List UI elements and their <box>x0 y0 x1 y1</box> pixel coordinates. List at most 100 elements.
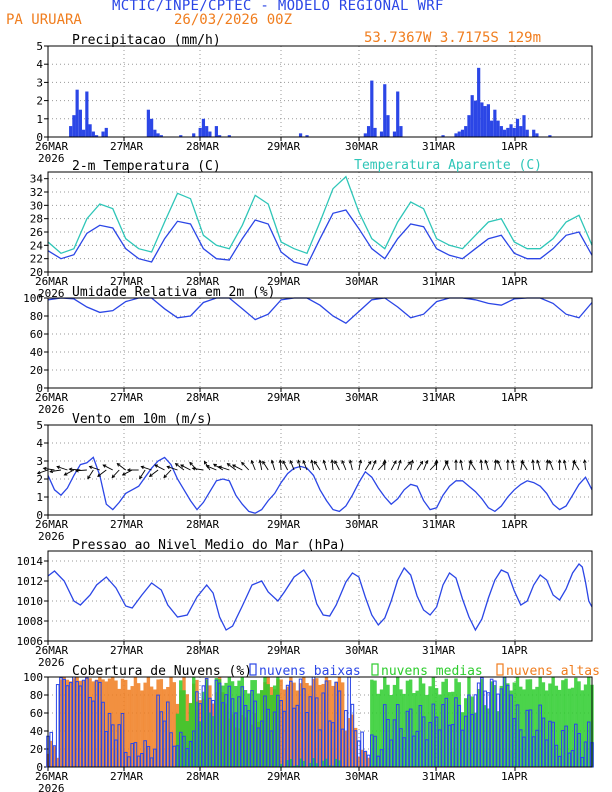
wind-arrow-head <box>341 459 345 464</box>
x-tick-label: 29MAR <box>267 275 300 288</box>
wind-arrow-head <box>163 474 167 479</box>
cloud-bar-mid <box>272 685 277 767</box>
cloud-bar-mid <box>188 703 193 767</box>
wind-arrow <box>251 460 256 471</box>
x-tick-label: 31MAR <box>422 140 455 153</box>
wind-arrow <box>232 464 243 471</box>
legend-label-0: nuvens baixas <box>259 664 361 679</box>
cloud-bar-mid <box>434 688 439 767</box>
cloud-bar-mid <box>182 690 186 767</box>
x-tick-label: 29MAR <box>267 770 300 783</box>
wind-arrow-head <box>63 472 68 476</box>
series-line-temp-1 <box>47 175 593 255</box>
cloud-bar-mid <box>493 685 497 767</box>
cloud-bar-high <box>68 681 73 767</box>
wind-arrow-head <box>511 459 515 464</box>
cloud-bar-mid <box>175 713 180 767</box>
panel-title: Pressao ao Nivel Medio do Mar (hPa) <box>72 538 346 553</box>
cloud-bar-high <box>81 680 86 767</box>
wind-arrow <box>349 460 353 471</box>
precip-bar <box>159 135 163 137</box>
wind-arrow <box>390 460 397 471</box>
cloud-bar-mid <box>421 683 426 767</box>
cloud-bar-mid <box>263 677 267 767</box>
cloud-bar-high <box>153 689 157 767</box>
cloud-bar-high <box>366 757 371 767</box>
cloud-bar-mid <box>201 691 206 767</box>
cloud-bar-high <box>156 679 160 767</box>
cloud-bar-mid <box>298 758 303 767</box>
x-tick-label: 28MAR <box>186 518 219 531</box>
cloud-bar-high <box>133 677 138 767</box>
cloud-bar-mid <box>483 705 487 767</box>
cloud-bar-mid <box>580 690 584 767</box>
cloud-bar-high <box>305 683 309 767</box>
x-year-label: 2026 <box>38 152 65 165</box>
x-tick-label: 31MAR <box>422 391 455 404</box>
cloud-bar-high <box>143 682 147 767</box>
wind-arrow <box>175 463 185 471</box>
series-line-wind-0 <box>47 456 593 514</box>
wind-arrow <box>323 460 327 471</box>
y-tick-label: 60 <box>30 707 43 720</box>
cloud-bar-mid <box>431 677 436 767</box>
cloud-bar-mid <box>217 679 222 767</box>
wind-arrow <box>460 460 463 471</box>
wind-arrow-head <box>36 470 41 475</box>
x-tick-label: 30MAR <box>345 518 378 531</box>
x-tick-label: 26MAR <box>35 391 68 404</box>
legend-apparent-temp: Temperatura Aparente (C) <box>354 158 542 173</box>
precip-bar <box>464 126 468 137</box>
cloud-bar-mid <box>328 765 332 767</box>
y-tick-label: 34 <box>30 173 44 186</box>
wind-arrow <box>89 466 100 471</box>
precip-bar <box>94 135 99 137</box>
cloud-bar-mid <box>227 677 232 767</box>
precip-bar <box>519 126 523 137</box>
wind-arrow-head <box>407 461 412 465</box>
cloud-bar-mid <box>389 694 393 767</box>
cloud-bar-mid <box>515 677 520 767</box>
cloud-bar-mid <box>192 677 196 767</box>
wind-arrow-head <box>469 460 473 465</box>
y-tick-label: 0 <box>36 509 43 522</box>
precip-bar <box>496 120 500 137</box>
cloud-bar-mid <box>373 680 377 767</box>
cloud-bar-mid <box>567 688 572 767</box>
wind-arrow <box>69 468 81 471</box>
wind-arrow-head <box>419 460 424 465</box>
precip-bar <box>383 84 387 137</box>
x-tick-label: 28MAR <box>186 644 219 657</box>
cloud-bar-mid <box>214 678 219 767</box>
cloud-bar-mid <box>438 694 442 767</box>
cloud-bar-high <box>350 714 355 767</box>
cloud-bar-mid <box>405 680 410 767</box>
x-tick-label: 27MAR <box>110 770 143 783</box>
wind-arrow <box>75 469 87 472</box>
y-tick-label: 80 <box>30 310 43 323</box>
wind-arrow-head <box>212 463 217 468</box>
wind-arrow <box>511 460 515 471</box>
precip-bar <box>506 127 510 137</box>
wind-arrow <box>43 467 55 471</box>
cloud-bar-mid <box>473 712 478 767</box>
cloud-bar-mid <box>499 685 504 767</box>
wind-arrow-head <box>226 463 231 467</box>
wind-arrow <box>403 461 411 471</box>
y-tick-label: 60 <box>30 328 43 341</box>
y-tick-label: 1 <box>36 113 43 126</box>
wind-arrow-head <box>545 459 550 464</box>
x-tick-label: 26MAR <box>35 518 68 531</box>
x-tick-label: 30MAR <box>345 140 378 153</box>
cloud-bar-mid <box>256 693 261 767</box>
y-tick-label: 2 <box>36 95 43 108</box>
wind-arrow-head <box>434 459 439 463</box>
cloud-bar-mid <box>399 689 403 767</box>
cloud-bar-mid <box>535 686 539 767</box>
x-tick-label: 27MAR <box>110 275 143 288</box>
wind-arrow <box>445 460 450 471</box>
precip-bar <box>396 91 400 137</box>
cloud-bar-mid <box>198 721 202 767</box>
x-tick-label: 26MAR <box>35 770 68 783</box>
cloud-bar-mid <box>179 680 183 767</box>
